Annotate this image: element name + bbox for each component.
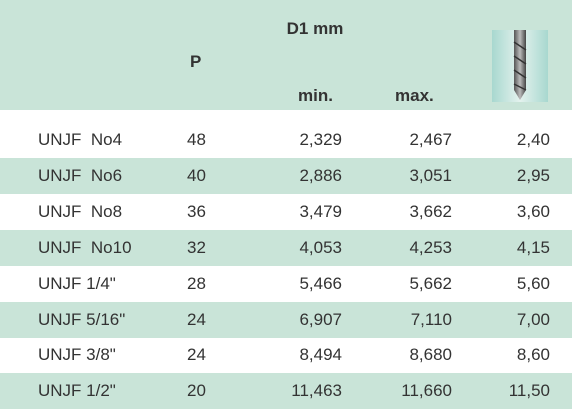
max-header: max. [395, 86, 434, 105]
table-row: UNJF 3/8" 24 8,494 8,680 8,60 [0, 337, 572, 373]
max-cell: 2,467 [409, 130, 452, 149]
min-cell: 2,886 [299, 165, 342, 185]
max-cell: 3,662 [409, 201, 452, 221]
thread-cell: UNJF 5/16" [38, 309, 126, 329]
drill-icon [492, 30, 548, 102]
min-cell: 8,494 [299, 345, 342, 365]
pitch-cell: 24 [187, 345, 206, 365]
table-header: D1 mm P min. max. [0, 0, 572, 110]
max-cell: 4,253 [409, 237, 452, 257]
pitch-cell: 28 [187, 273, 206, 293]
p-header: P [190, 52, 202, 71]
thread-cell: UNJF 1/2" [38, 381, 116, 401]
nominal-cell: 3,60 [516, 201, 550, 221]
table-row: UNJF 5/16" 24 6,907 7,110 7,00 [0, 301, 572, 338]
thread-cell: UNJF No6 [38, 165, 123, 185]
nominal-cell: 11,50 [508, 381, 550, 401]
nominal-cell: 7,00 [516, 309, 550, 329]
thread-cell: UNJF No4 [38, 130, 123, 149]
thread-cell: UNJF No8 [38, 201, 123, 221]
thread-cell: UNJF 1/4" [38, 273, 116, 293]
table-row: UNJF 1/4" 28 5,466 5,662 5,60 [0, 266, 572, 302]
table-row: UNJF 1/2" 20 11,463 11,660 11,50 [0, 373, 572, 410]
min-cell: 11,463 [291, 381, 342, 401]
min-cell: 5,466 [299, 273, 342, 293]
max-cell: 11,660 [401, 381, 452, 401]
table-row: UNJF No8 36 3,479 3,662 3,60 [0, 194, 572, 230]
min-cell: 6,907 [299, 309, 342, 329]
nominal-cell: 2,95 [516, 165, 550, 185]
max-cell: 8,680 [409, 345, 452, 365]
table-row: UNJF No4 48 2,329 2,467 2,40 [0, 122, 572, 158]
nominal-cell: 5,60 [516, 273, 550, 293]
nominal-cell: 8,60 [516, 345, 550, 365]
min-cell: 4,053 [299, 237, 342, 257]
max-cell: 3,051 [409, 165, 452, 185]
group-header: D1 mm [286, 19, 344, 38]
min-cell: 2,329 [299, 130, 342, 149]
table-row: UNJF No6 40 2,886 3,051 2,95 [0, 157, 572, 194]
table-row: UNJF No10 32 4,053 4,253 4,15 [0, 229, 572, 266]
nominal-cell: 2,40 [516, 130, 550, 149]
thread-cell: UNJF 3/8" [38, 345, 116, 365]
pitch-cell: 24 [187, 309, 206, 329]
max-cell: 7,110 [410, 309, 452, 329]
min-cell: 3,479 [299, 201, 342, 221]
pitch-cell: 32 [187, 237, 206, 257]
pitch-cell: 48 [187, 130, 206, 149]
max-cell: 5,662 [409, 273, 452, 293]
pitch-cell: 40 [187, 165, 206, 185]
pitch-cell: 20 [187, 381, 206, 401]
pitch-cell: 36 [187, 201, 206, 221]
thread-cell: UNJF No10 [38, 237, 132, 257]
min-header: min. [298, 86, 333, 105]
nominal-cell: 4,15 [516, 237, 550, 257]
